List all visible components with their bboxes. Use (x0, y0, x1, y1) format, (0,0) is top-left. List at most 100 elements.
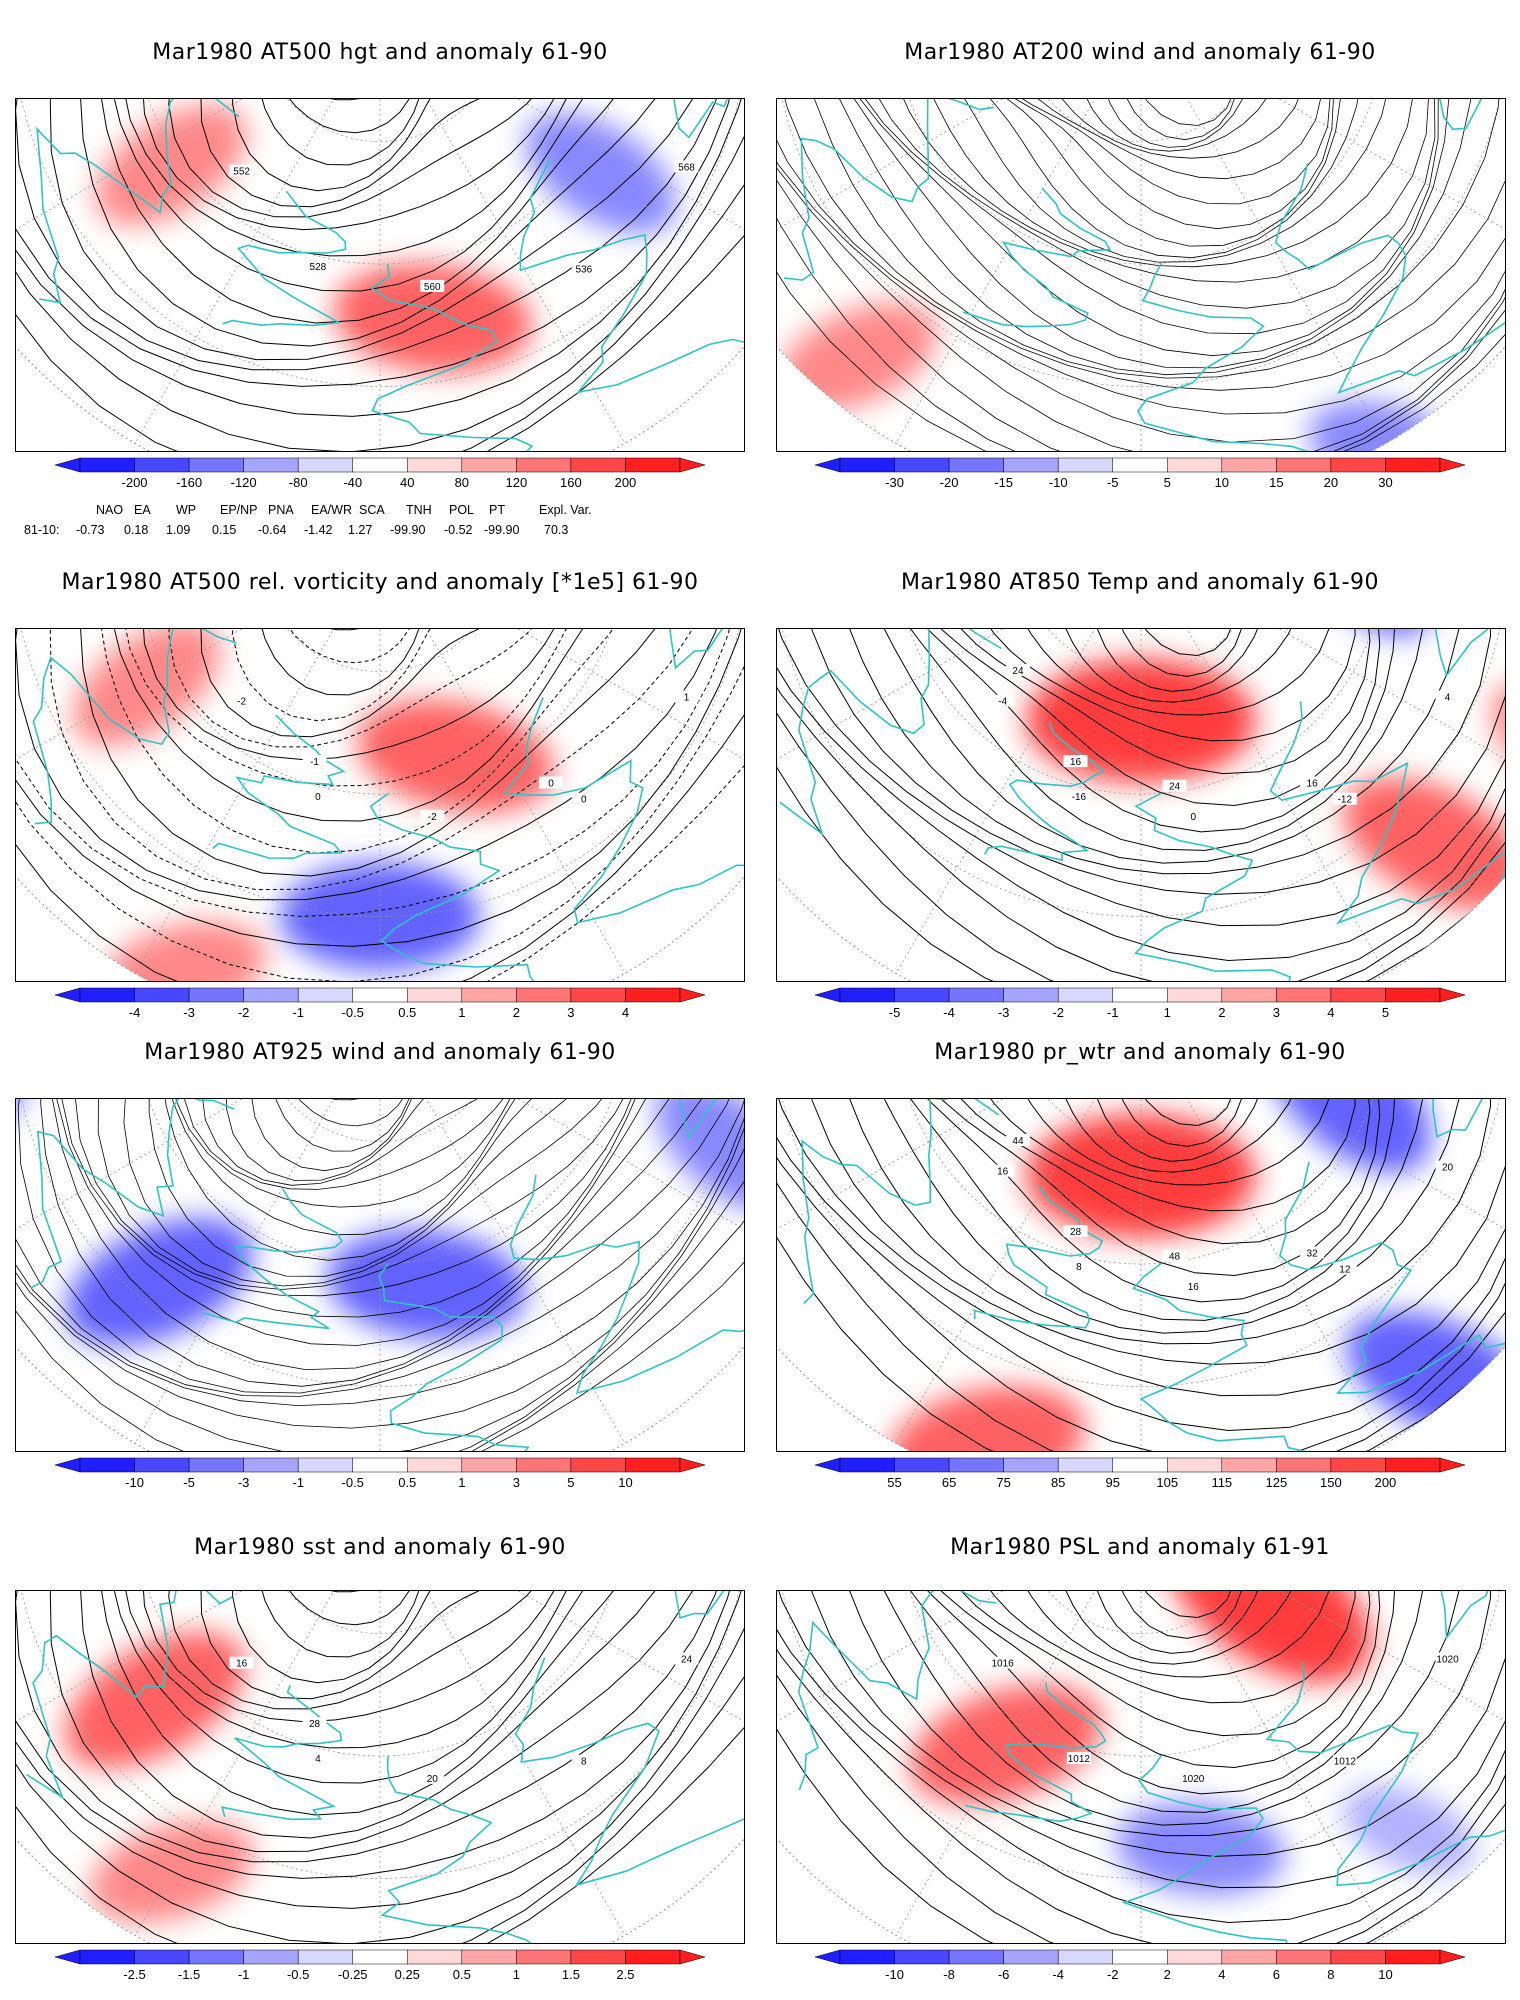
colorbar-canvas: 55 65 75 85 95 105 115 125 150 200 (814, 1457, 1466, 1490)
panel-prwtr: Mar1980 pr_wtr and anomaly 61-90 8 12 16 16… (760, 1000, 1520, 1500)
polar-map: 8 12 16 16 20 28 32 44 48 (776, 1098, 1506, 1452)
colorbar-tick-label: 65 (942, 1475, 956, 1490)
colorbar-segment (134, 1949, 190, 1965)
colorbar-tick-label: 120 (506, 475, 528, 490)
colorbar-segment (1330, 457, 1386, 473)
contour-line (16, 1591, 738, 1863)
contour-label: 24 (1012, 666, 1024, 677)
colorbar: -30 -20 -15 -10 -5 5 10 15 20 30 (814, 457, 1466, 498)
contour-label: 16 (236, 1659, 248, 1670)
teleconnection-value: 1.09 (166, 523, 191, 537)
contour-label-bg (420, 279, 445, 292)
coastline (563, 1591, 744, 1626)
contour-line (992, 629, 1269, 692)
colorbar-canvas: -10 -5 -3 -1 -0.5 0.5 1 3 5 10 (54, 1457, 706, 1490)
polar-map: -16 -12 -4 0 4 16 16 24 24 (776, 628, 1506, 982)
colorbar-segment (79, 1457, 135, 1473)
contour-label-bg (539, 776, 564, 789)
coastline (509, 1174, 744, 1395)
polar-map: 0 0 -2 -2 1 -1 0 (15, 628, 745, 982)
coastline (563, 1099, 744, 1172)
colorbar-segment (839, 457, 895, 473)
colorbar-tick-label: 4 (1327, 1005, 1334, 1020)
streamline (250, 1099, 531, 1172)
colorbar-segment (297, 457, 353, 473)
colorbar: -200 -160 -120 -80 -40 40 80 120 160 200 (54, 457, 706, 498)
colorbar-segment (461, 1949, 517, 1965)
contour-label: 16 (1070, 757, 1082, 768)
contour-label-bg (302, 1717, 327, 1730)
contour-label: 20 (1442, 1163, 1454, 1174)
positive-anomaly-area (72, 629, 221, 747)
longitude-line (16, 99, 381, 265)
contour-label: 48 (1169, 1252, 1181, 1263)
teleconnection-header: NAO (96, 503, 124, 517)
negative-anomaly-area (1265, 1099, 1431, 1173)
colorbar-tick-label: 1 (1164, 1005, 1171, 1020)
colorbar-min-arrow (54, 1949, 81, 1965)
colorbar: -4 -3 -2 -1 -0.5 0.5 1 2 3 4 (54, 987, 706, 1028)
positive-anomaly-area (777, 302, 938, 412)
streamline (279, 1099, 475, 1101)
colorbar-tick-label: 15 (1269, 475, 1283, 490)
contour-line (1012, 1591, 1245, 1639)
contour-line (858, 1591, 1397, 1795)
contour-label-bg (1005, 664, 1030, 677)
colorbar-segment (1003, 1949, 1059, 1965)
streamline (201, 1099, 542, 1186)
contour-line (16, 99, 744, 451)
contour-label-bg (1332, 1754, 1357, 1767)
positive-anomaly-area (333, 263, 533, 373)
colorbar-segment (243, 1949, 299, 1965)
contour-line (232, 629, 551, 722)
contour-line (792, 629, 1505, 895)
coastline (965, 1682, 1107, 1823)
contour-label-bg (1181, 809, 1206, 822)
colorbar-segment (1385, 1949, 1441, 1965)
coastline (202, 1188, 344, 1330)
colorbar-segment (894, 457, 950, 473)
positive-anomaly-area (1343, 777, 1505, 910)
streamline (932, 99, 1334, 230)
contour-label: 24 (1169, 782, 1181, 793)
colorbar-segment (894, 1949, 950, 1965)
contour-line (830, 1099, 1463, 1334)
contour-label-bg (1162, 1249, 1187, 1262)
coastline (220, 1684, 343, 1821)
coastline (1328, 1099, 1505, 1175)
contour-line (792, 1591, 1505, 1857)
contour-line (830, 1591, 1463, 1826)
contour-line (79, 1591, 709, 1839)
contour-line (980, 1099, 1304, 1173)
contour-line (777, 1591, 1505, 1943)
contour-line (1012, 1099, 1245, 1147)
contour-line (168, 629, 577, 748)
contour-line (818, 1099, 1492, 1345)
colorbar-tick-label: 200 (615, 475, 637, 490)
longitude-line (1140, 1099, 1505, 1265)
contour-label: 8 (1076, 1262, 1082, 1273)
contour-line (279, 1591, 475, 1593)
contour-line (971, 1591, 1335, 1678)
positive-anomaly-area (1167, 1591, 1372, 1683)
colorbar-tick-label: 3 (1273, 1005, 1280, 1020)
contour-line (1040, 629, 1235, 657)
colorbar-segment (1385, 1457, 1441, 1473)
contour-line (992, 1099, 1269, 1162)
streamline (275, 1099, 497, 1127)
contour-label: 44 (1012, 1136, 1024, 1147)
teleconnection-value: 70.3 (544, 523, 569, 537)
contour-label: 16 (1307, 778, 1319, 789)
teleconnection-value: 0.18 (124, 523, 149, 537)
longitude-line (1140, 1591, 1505, 1757)
teleconnection-header: PNA (268, 503, 294, 517)
streamline (1000, 99, 1283, 152)
colorbar-segment (625, 1949, 681, 1965)
contour-label: 1020 (1182, 1774, 1205, 1785)
contour-line (108, 99, 652, 292)
colorbar-tick-label: -1 (238, 1967, 250, 1982)
coastline (369, 793, 540, 981)
panel-title: Mar1980 AT500 rel. vorticity and anomaly… (61, 570, 699, 595)
contour-label: -16 (1072, 792, 1087, 803)
map-canvas: 1012 1012 1016 1020 1020 (777, 1591, 1505, 1943)
